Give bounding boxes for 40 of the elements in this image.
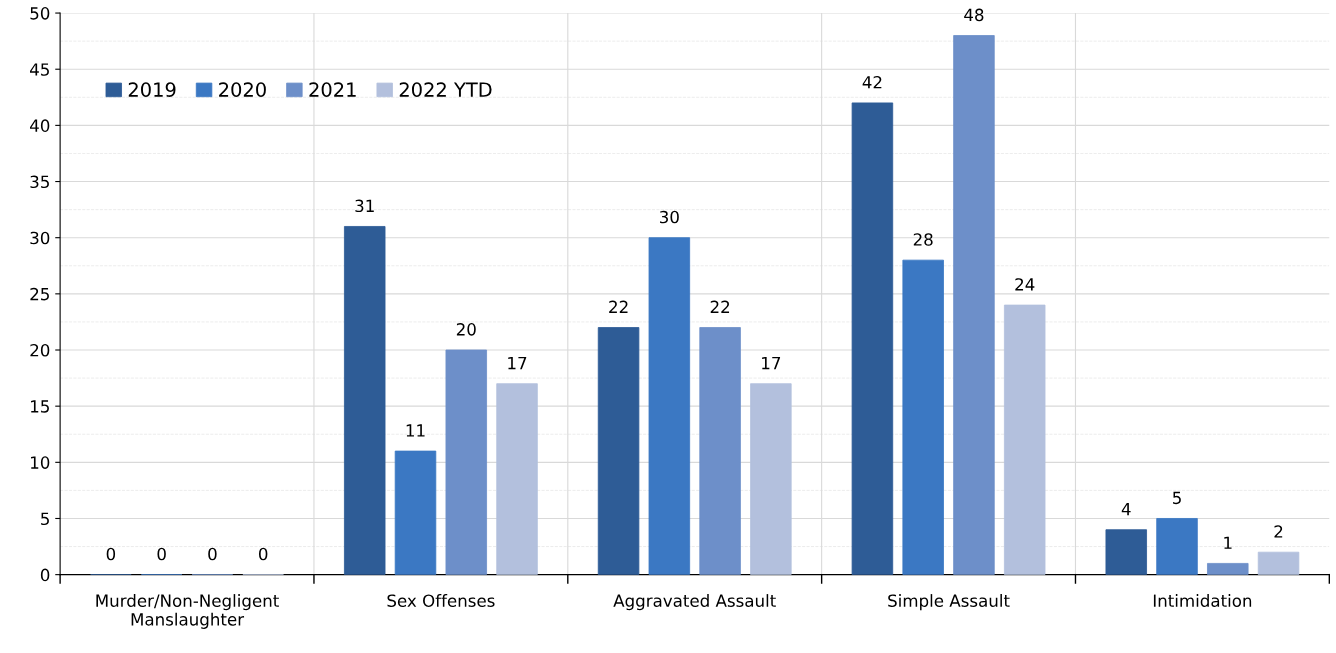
- data-label: 22: [609, 300, 628, 313]
- data-label: 42: [862, 75, 882, 89]
- data-label: 5: [1173, 491, 1181, 505]
- y-tick-label: 25: [30, 287, 49, 301]
- data-label: 22: [710, 300, 730, 313]
- data-label: 20: [456, 323, 476, 336]
- y-tick-label: 0: [40, 568, 50, 582]
- data-label: 11: [406, 424, 425, 437]
- y-tick-label: 50: [30, 7, 50, 20]
- data-label: 17: [762, 356, 781, 370]
- x-tick-label: Intimidation: [1153, 594, 1252, 607]
- legend-label: 2019: [128, 82, 176, 97]
- data-label: 0: [208, 547, 217, 561]
- y-tick-label: 45: [30, 63, 49, 76]
- y-tick-label: 30: [30, 231, 50, 245]
- y-tick-label: 20: [30, 343, 50, 357]
- y-tick-label: 10: [31, 456, 50, 469]
- data-label: 17: [508, 356, 527, 370]
- legend-label: 2022 YTD: [399, 82, 492, 97]
- x-tick-label: Simple Assault: [888, 594, 1010, 611]
- data-label: 0: [157, 547, 166, 561]
- legend-label: 2021: [309, 82, 356, 97]
- x-tick-label: Murder/Non-Negligent Manslaughter: [96, 594, 279, 629]
- y-tick-label: 15: [31, 400, 49, 413]
- data-label: 2: [1274, 525, 1283, 538]
- x-tick-label: Sex Offenses: [387, 594, 495, 607]
- legend-label: 2020: [219, 82, 266, 97]
- data-label: 1: [1224, 536, 1232, 549]
- data-label: 48: [964, 8, 984, 22]
- data-label: 0: [106, 547, 116, 561]
- data-label: 28: [913, 233, 933, 246]
- y-tick-label: 35: [30, 175, 49, 189]
- data-label: 31: [355, 199, 374, 213]
- x-tick-label: Aggravated Assault: [613, 594, 776, 611]
- data-label: 24: [1015, 278, 1035, 291]
- data-label: 0: [258, 547, 268, 561]
- data-label: 4: [1121, 502, 1131, 516]
- data-label: 30: [660, 210, 679, 224]
- y-tick-label: 5: [41, 512, 49, 526]
- y-tick-label: 40: [30, 119, 50, 132]
